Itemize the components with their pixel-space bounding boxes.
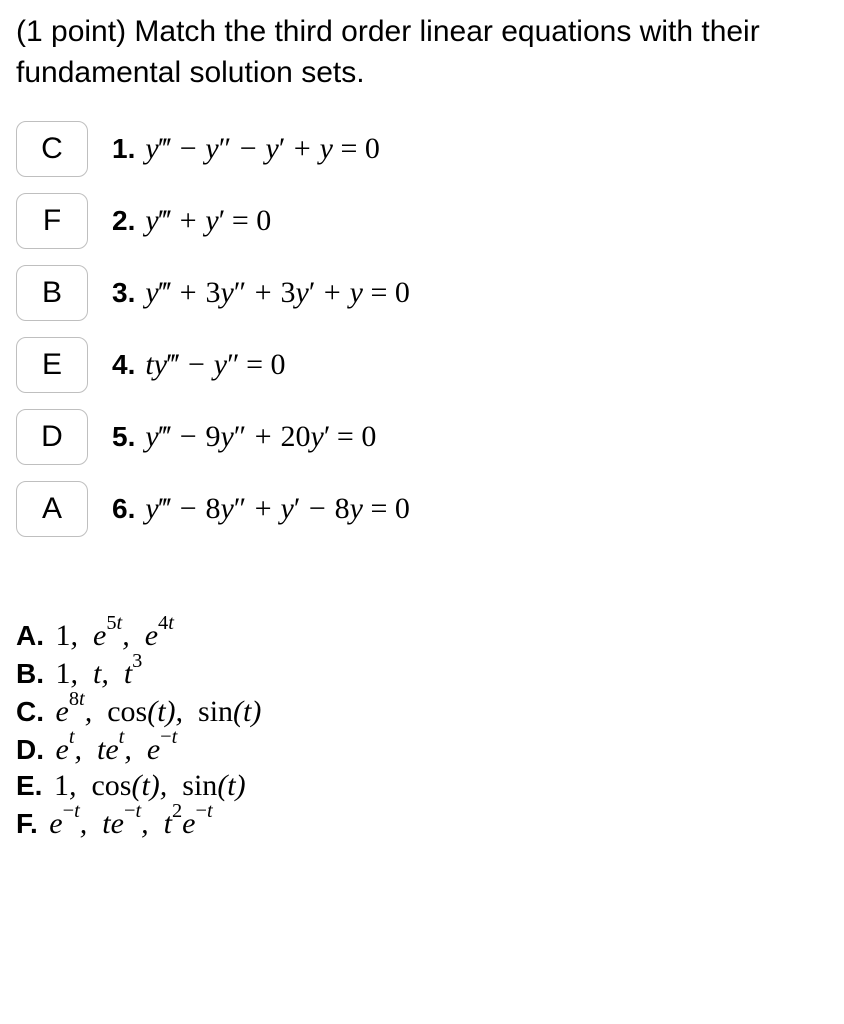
matching-row: E 4. ty‴ − y″ = 0 [16,337,828,393]
answer-input-1[interactable]: C [16,121,88,177]
answer-input-5[interactable]: D [16,409,88,465]
option-c: C. e8t, cos(t), sin(t) [16,693,828,729]
equation-math: y‴ + 3y″ + 3y′ + y = 0 [145,276,410,310]
option-e: E. 1, cos(t), sin(t) [16,769,828,803]
option-label: E. [16,770,42,801]
equation-number: 1. [112,133,135,165]
problem-intro: (1 point) Match the third order linear e… [16,12,828,93]
equation-6: 6. y‴ − 8y″ + y′ − 8y = 0 [112,492,410,526]
answer-input-6[interactable]: A [16,481,88,537]
option-math: et, tet, e−t [56,733,178,766]
options-list: A. 1, e5t, e4t B. 1, t, t3 C. e8t, cos(t… [16,617,828,841]
equation-1: 1. y‴ − y″ − y′ + y = 0 [112,132,380,166]
equation-4: 4. ty‴ − y″ = 0 [112,348,286,382]
equation-math: ty‴ − y″ = 0 [145,348,285,382]
equation-math: y‴ − 8y″ + y′ − 8y = 0 [145,492,410,526]
option-f: F. e−t, te−t, t2e−t [16,805,828,841]
answer-input-3[interactable]: B [16,265,88,321]
equation-number: 6. [112,493,135,525]
option-label: C. [16,696,44,727]
option-math: e8t, cos(t), sin(t) [56,695,262,728]
option-label: B. [16,658,44,689]
matching-row: F 2. y‴ + y′ = 0 [16,193,828,249]
option-math: e−t, te−t, t2e−t [49,807,212,840]
equation-number: 2. [112,205,135,237]
option-math: 1, cos(t), sin(t) [54,769,246,802]
answer-input-2[interactable]: F [16,193,88,249]
equation-2: 2. y‴ + y′ = 0 [112,204,271,238]
option-label: D. [16,734,44,765]
option-label: F. [16,808,38,839]
option-a: A. 1, e5t, e4t [16,617,828,653]
matching-row: B 3. y‴ + 3y″ + 3y′ + y = 0 [16,265,828,321]
equation-number: 5. [112,421,135,453]
equation-number: 4. [112,349,135,381]
matching-row: D 5. y‴ − 9y″ + 20y′ = 0 [16,409,828,465]
equation-math: y‴ + y′ = 0 [145,204,271,238]
matching-row: A 6. y‴ − 8y″ + y′ − 8y = 0 [16,481,828,537]
matching-row: C 1. y‴ − y″ − y′ + y = 0 [16,121,828,177]
equation-3: 3. y‴ + 3y″ + 3y′ + y = 0 [112,276,410,310]
equation-math: y‴ − 9y″ + 20y′ = 0 [145,420,376,454]
option-d: D. et, tet, e−t [16,731,828,767]
equation-math: y‴ − y″ − y′ + y = 0 [145,132,380,166]
option-label: A. [16,620,44,651]
equation-5: 5. y‴ − 9y″ + 20y′ = 0 [112,420,376,454]
option-b: B. 1, t, t3 [16,655,828,691]
equation-number: 3. [112,277,135,309]
option-math: 1, t, t3 [56,657,143,690]
answer-input-4[interactable]: E [16,337,88,393]
matching-list: C 1. y‴ − y″ − y′ + y = 0 F 2. y‴ + y′ =… [16,121,828,537]
option-math: 1, e5t, e4t [56,619,174,652]
